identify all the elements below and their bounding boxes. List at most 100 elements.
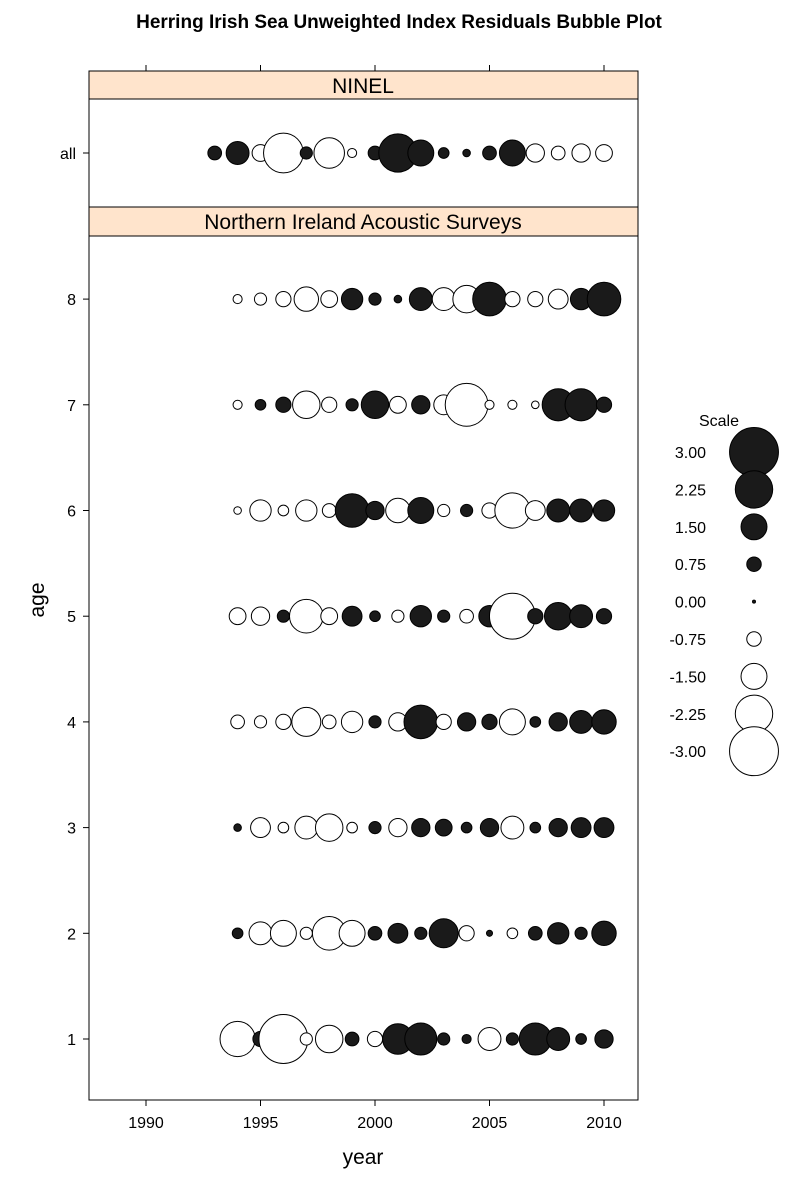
bubble (569, 498, 594, 523)
bubble (437, 609, 451, 623)
legend-label: -2.25 (670, 707, 707, 724)
bubble (569, 604, 594, 629)
bubble (594, 1029, 614, 1049)
bubble (494, 492, 531, 529)
bubble (548, 712, 568, 732)
bubble (591, 920, 617, 947)
bubble (444, 382, 489, 427)
strip-ninel (88, 70, 639, 100)
bubble (498, 139, 526, 167)
bubble (299, 146, 313, 160)
bubble (547, 922, 570, 945)
bubble (504, 290, 521, 308)
bubble (230, 714, 245, 730)
bubble (253, 715, 268, 729)
bubble (393, 294, 403, 304)
legend-label: -0.75 (670, 632, 707, 649)
legend: Scale 3.00 2.25 1.50 0.75 0.00 -0.75 -1.50 -2.2… (670, 413, 779, 777)
bubble (571, 143, 591, 163)
bubble (346, 821, 358, 834)
bubble (389, 395, 407, 414)
bubble (253, 292, 268, 306)
bubble (408, 287, 433, 312)
y-tick-label: 6 (67, 504, 76, 521)
bubble (321, 714, 337, 730)
bubble (233, 506, 242, 515)
legend-bubble (729, 427, 779, 477)
bubble (250, 817, 271, 839)
legend-title: Scale (699, 413, 739, 430)
bubble (459, 608, 474, 624)
bubble (407, 139, 435, 167)
bubble (291, 706, 322, 737)
bubble (321, 503, 337, 518)
bubble (481, 713, 498, 731)
x-tick-label: 2000 (357, 1115, 393, 1132)
bubble (548, 817, 568, 838)
bubble (460, 821, 473, 834)
y-tick-label: 2 (67, 926, 76, 943)
panel-niacs-points (219, 281, 622, 1064)
bubble (254, 398, 267, 411)
bubble (411, 817, 431, 838)
bubble (595, 144, 613, 162)
bubble (498, 708, 526, 736)
legend-label: 0.00 (675, 595, 706, 612)
bubble (592, 499, 616, 522)
bubble (409, 605, 432, 628)
bubble (546, 498, 571, 523)
legend-bubble (734, 470, 774, 509)
bubble (249, 499, 272, 522)
bubble (437, 503, 451, 518)
bubble (320, 290, 339, 308)
bubble (564, 388, 598, 422)
bubble (437, 147, 450, 159)
bubble (276, 609, 290, 623)
bubble (294, 815, 319, 840)
bubble (369, 610, 381, 623)
bubble (525, 143, 545, 163)
bubble (250, 606, 271, 626)
bubble (595, 608, 613, 625)
bubble (456, 712, 477, 732)
bubble (411, 395, 431, 415)
bubble (403, 704, 439, 740)
bubble (388, 817, 408, 838)
bubble (321, 396, 338, 413)
bubble (275, 713, 292, 731)
bubble (277, 821, 290, 834)
bubble (477, 1027, 502, 1051)
bubble (295, 499, 318, 522)
x-axis-label: year (343, 1146, 384, 1169)
legend-bubble (740, 662, 768, 690)
bubble (313, 137, 345, 169)
bubble (367, 925, 383, 941)
bubble (507, 399, 518, 410)
bubble (368, 715, 382, 729)
strip-label-niacs: Northern Ireland Acoustic Surveys (204, 211, 521, 234)
bubble (289, 598, 324, 634)
bubble (391, 609, 405, 623)
bubble (366, 1030, 384, 1048)
bubble (527, 925, 543, 941)
bubble (340, 287, 364, 311)
bubble (232, 399, 243, 410)
bubble (485, 929, 494, 937)
y-tick-label: 5 (67, 609, 76, 626)
x-tick-label: 1995 (243, 1115, 279, 1132)
bubble (207, 145, 223, 161)
bubble (248, 921, 273, 946)
niacs-y-axis: 1 2 3 4 5 6 7 8 (67, 292, 89, 1049)
bubble (263, 132, 304, 174)
bubble (314, 813, 344, 842)
legend-label: 1.50 (675, 520, 706, 537)
bubble (531, 400, 540, 410)
legend-label: -3.00 (670, 744, 707, 761)
bubble (569, 709, 594, 734)
legend-label: 2.25 (675, 482, 706, 499)
bubble (595, 396, 613, 413)
bubble (434, 818, 453, 837)
legend-bubble (729, 726, 779, 777)
bubble (435, 713, 452, 731)
